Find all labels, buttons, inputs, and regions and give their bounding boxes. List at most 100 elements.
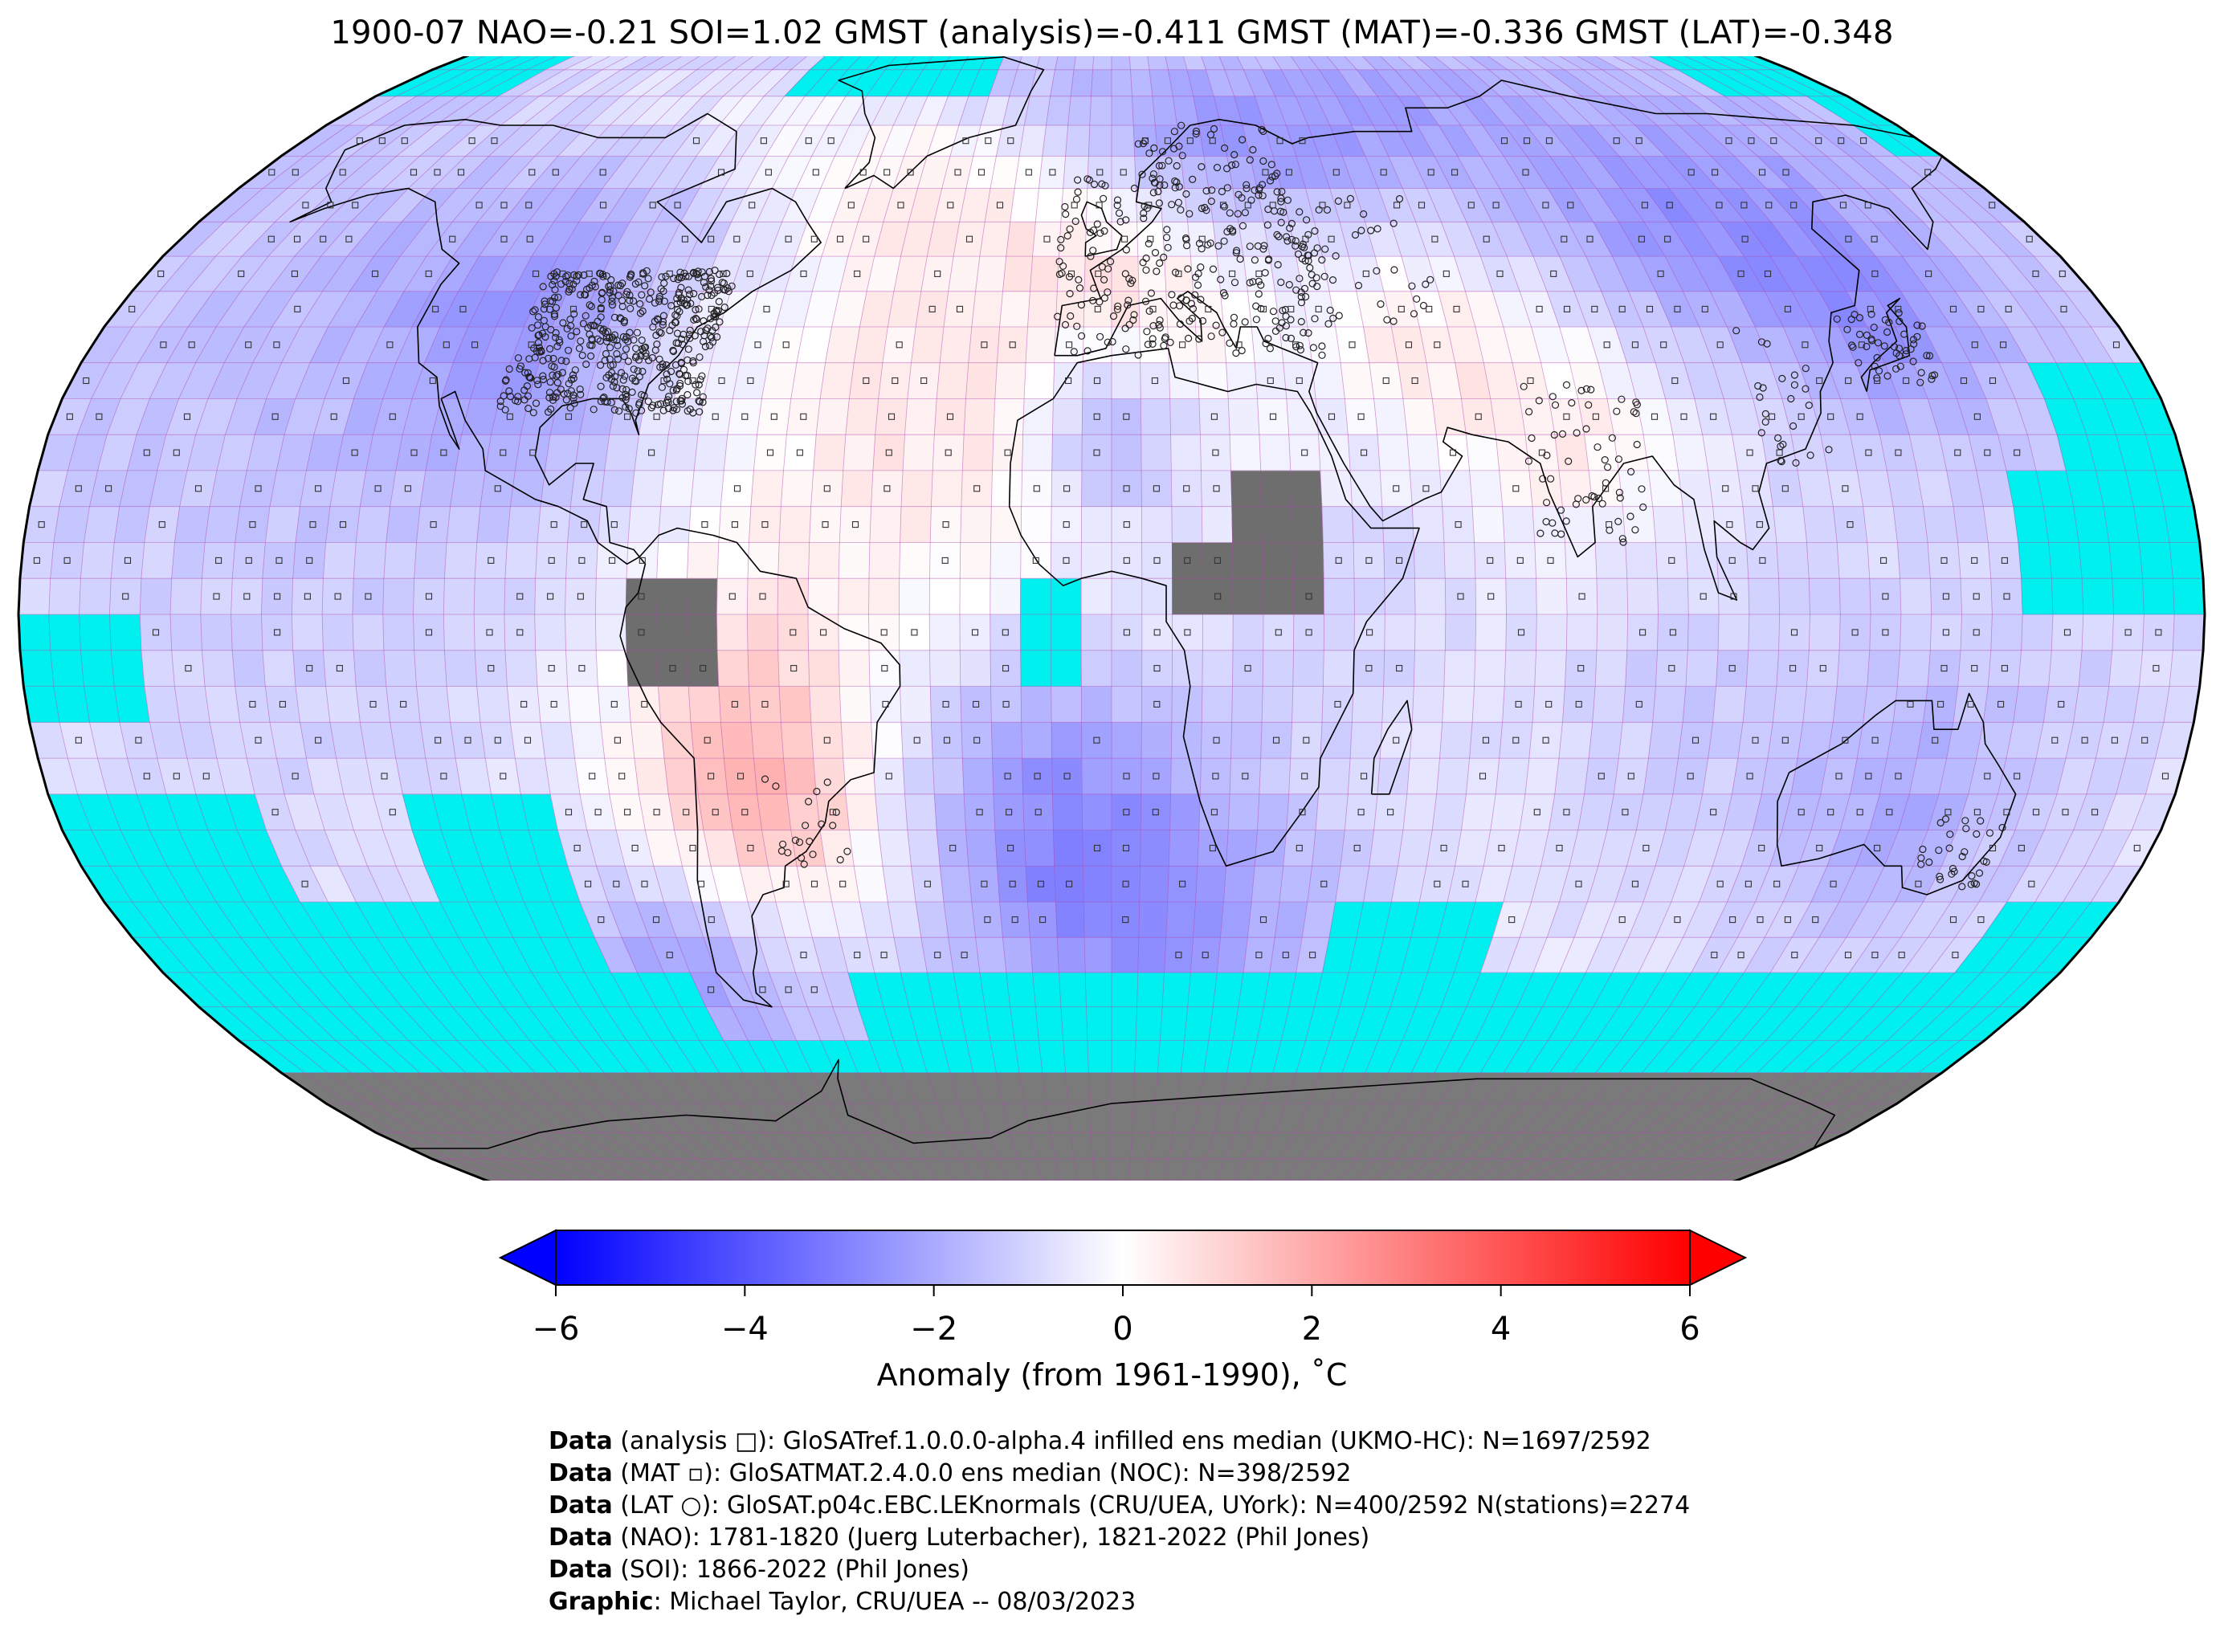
grid-cell [2078,650,2113,687]
grid-cell [413,577,445,615]
grid-cell [1596,577,1629,615]
grid-cell [686,577,718,615]
grid-cell [1190,936,1221,973]
grid-cell [1111,542,1143,579]
grid-cell [1554,434,1589,471]
grid-cell [928,614,961,651]
grid-cell [446,506,481,543]
grid-cell [932,434,965,471]
grid-cell [1051,434,1083,471]
grid-cell [808,650,840,687]
grid-cell [1081,434,1112,471]
grid-cell [1778,577,1810,615]
grid-cell [1055,56,1078,71]
grid-cell [872,757,905,795]
grid-cell [1897,542,1931,579]
grid-cell [810,470,844,508]
grid-cell [625,614,658,651]
grid-cell [504,542,538,579]
grid-cell [1216,255,1248,292]
grid-cell [1748,614,1781,651]
grid-cell [1111,434,1142,471]
grid-cell [1202,614,1234,651]
grid-cell [720,470,754,508]
grid-cell [1022,757,1053,795]
grid-cell [1111,901,1141,938]
grid-cell [1111,255,1140,292]
grid-cell [1495,757,1530,795]
grid-cell [1618,470,1654,508]
credit-text: (MAT ▫): GloSATMAT.2.4.0.0 ens median (N… [612,1459,1352,1487]
grid-cell [1340,362,1374,399]
grid-cell [1927,542,1961,579]
grid-cell [1052,398,1083,435]
grid-cell [990,470,1022,508]
grid-cell [1195,865,1226,903]
grid-cell [1292,650,1324,687]
grid-cell [878,362,912,399]
grid-cell [720,721,754,759]
grid-cell [1086,188,1112,222]
grid-cell [1187,222,1218,257]
grid-cell [716,542,749,579]
grid-cell [416,506,451,543]
grid-cell [1288,434,1321,471]
grid-cell [1111,1158,1131,1181]
grid-cell [1027,291,1058,328]
grid-cell [1307,865,1341,903]
grid-cell [1171,542,1203,579]
grid-cell [1080,542,1112,579]
grid-cell [992,434,1023,471]
grid-cell [1499,470,1533,508]
grid-cell [2021,577,2054,615]
grid-cell [1648,470,1683,508]
grid-cell [1027,901,1058,938]
grid-cell [1892,686,1928,723]
grid-cell [1141,470,1173,508]
grid-cell [1200,757,1231,795]
grid-cell [479,470,516,508]
grid-cell [807,614,839,651]
grid-cell [1111,865,1141,903]
grid-cell [594,614,627,651]
grid-cell [540,470,575,508]
grid-cell [716,577,749,615]
grid-cell [565,577,597,615]
credit-label: Graphic [549,1588,654,1616]
grid-cell [1642,757,1679,795]
grid-cell [1130,69,1153,97]
grid-cell [1797,470,1834,508]
grid-cell [1157,1040,1185,1073]
grid-cell [929,686,962,723]
grid-cell [1053,362,1083,399]
grid-cell [1259,757,1292,795]
grid-cell [1626,614,1659,651]
grid-cell [139,577,173,615]
grid-cell [1141,506,1173,543]
grid-cell [627,506,661,543]
grid-cell [261,614,294,651]
grid-cell [1263,614,1295,651]
grid-cell [1377,434,1410,471]
grid-cell [1594,542,1628,579]
grid-cell [1532,686,1565,723]
grid-cell [750,721,784,759]
grid-cell [1025,865,1056,903]
grid-cell [718,506,752,543]
grid-cell [2172,577,2205,615]
grid-cell [1042,1072,1069,1104]
grid-cell [2169,650,2204,687]
grid-cell [993,793,1025,830]
grid-cell [1111,936,1140,973]
grid-cell [144,686,181,723]
grid-cell [171,542,206,579]
grid-cell [625,577,658,615]
grid-cell [262,542,296,579]
grid-cell [749,506,781,543]
grid-cell [1132,96,1156,126]
grid-cell [1141,686,1173,723]
grid-cell [1002,936,1033,973]
grid-cell [1083,865,1112,903]
grid-cell [1461,398,1496,435]
credit-line: Data (analysis □): GloSATref.1.0.0.0-alp… [549,1426,1690,1458]
